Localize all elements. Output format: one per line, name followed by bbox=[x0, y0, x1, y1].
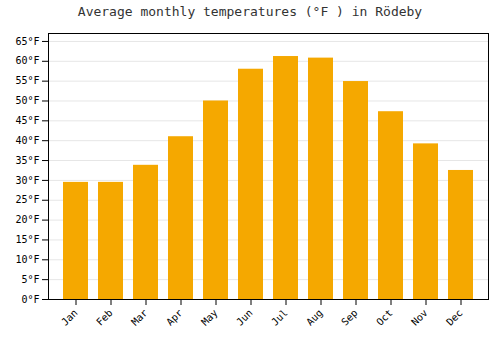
svg-text:Aug: Aug bbox=[304, 307, 325, 328]
html-text:Average monthly temperatures (: Average monthly temperatures (°F ) in Rö… bbox=[77, 4, 423, 19]
svg-text:40°F: 40°F bbox=[15, 135, 39, 146]
svg-text:30°F: 30°F bbox=[15, 175, 39, 186]
svg-text:Jul: Jul bbox=[269, 307, 290, 328]
svg-text:10°F: 10°F bbox=[15, 254, 39, 265]
svg-text:Jun: Jun bbox=[234, 307, 255, 328]
svg-text:Jan: Jan bbox=[59, 307, 80, 328]
svg-text:0°F: 0°F bbox=[21, 294, 39, 305]
svg-text:Sep: Sep bbox=[339, 307, 360, 328]
svg-text:5°F: 5°F bbox=[21, 274, 39, 285]
svg-text:Nov: Nov bbox=[409, 307, 430, 328]
svg-text:65°F: 65°F bbox=[15, 36, 39, 47]
svg-text:60°F: 60°F bbox=[15, 55, 39, 66]
svg-text:45°F: 45°F bbox=[15, 115, 39, 126]
svg-text:20°F: 20°F bbox=[15, 214, 39, 225]
svg-text:Apr: Apr bbox=[164, 307, 185, 328]
svg-text:Mar: Mar bbox=[129, 307, 150, 328]
svg-text:35°F: 35°F bbox=[15, 155, 39, 166]
svg-text:Dec: Dec bbox=[444, 307, 465, 328]
svg-text:Oct: Oct bbox=[374, 307, 395, 328]
svg-text:May: May bbox=[199, 307, 220, 328]
svg-text:25°F: 25°F bbox=[15, 194, 39, 205]
svg-text:Feb: Feb bbox=[94, 307, 115, 328]
svg-text:50°F: 50°F bbox=[15, 95, 39, 106]
svg-text:55°F: 55°F bbox=[15, 75, 39, 86]
svg-text:15°F: 15°F bbox=[15, 234, 39, 245]
